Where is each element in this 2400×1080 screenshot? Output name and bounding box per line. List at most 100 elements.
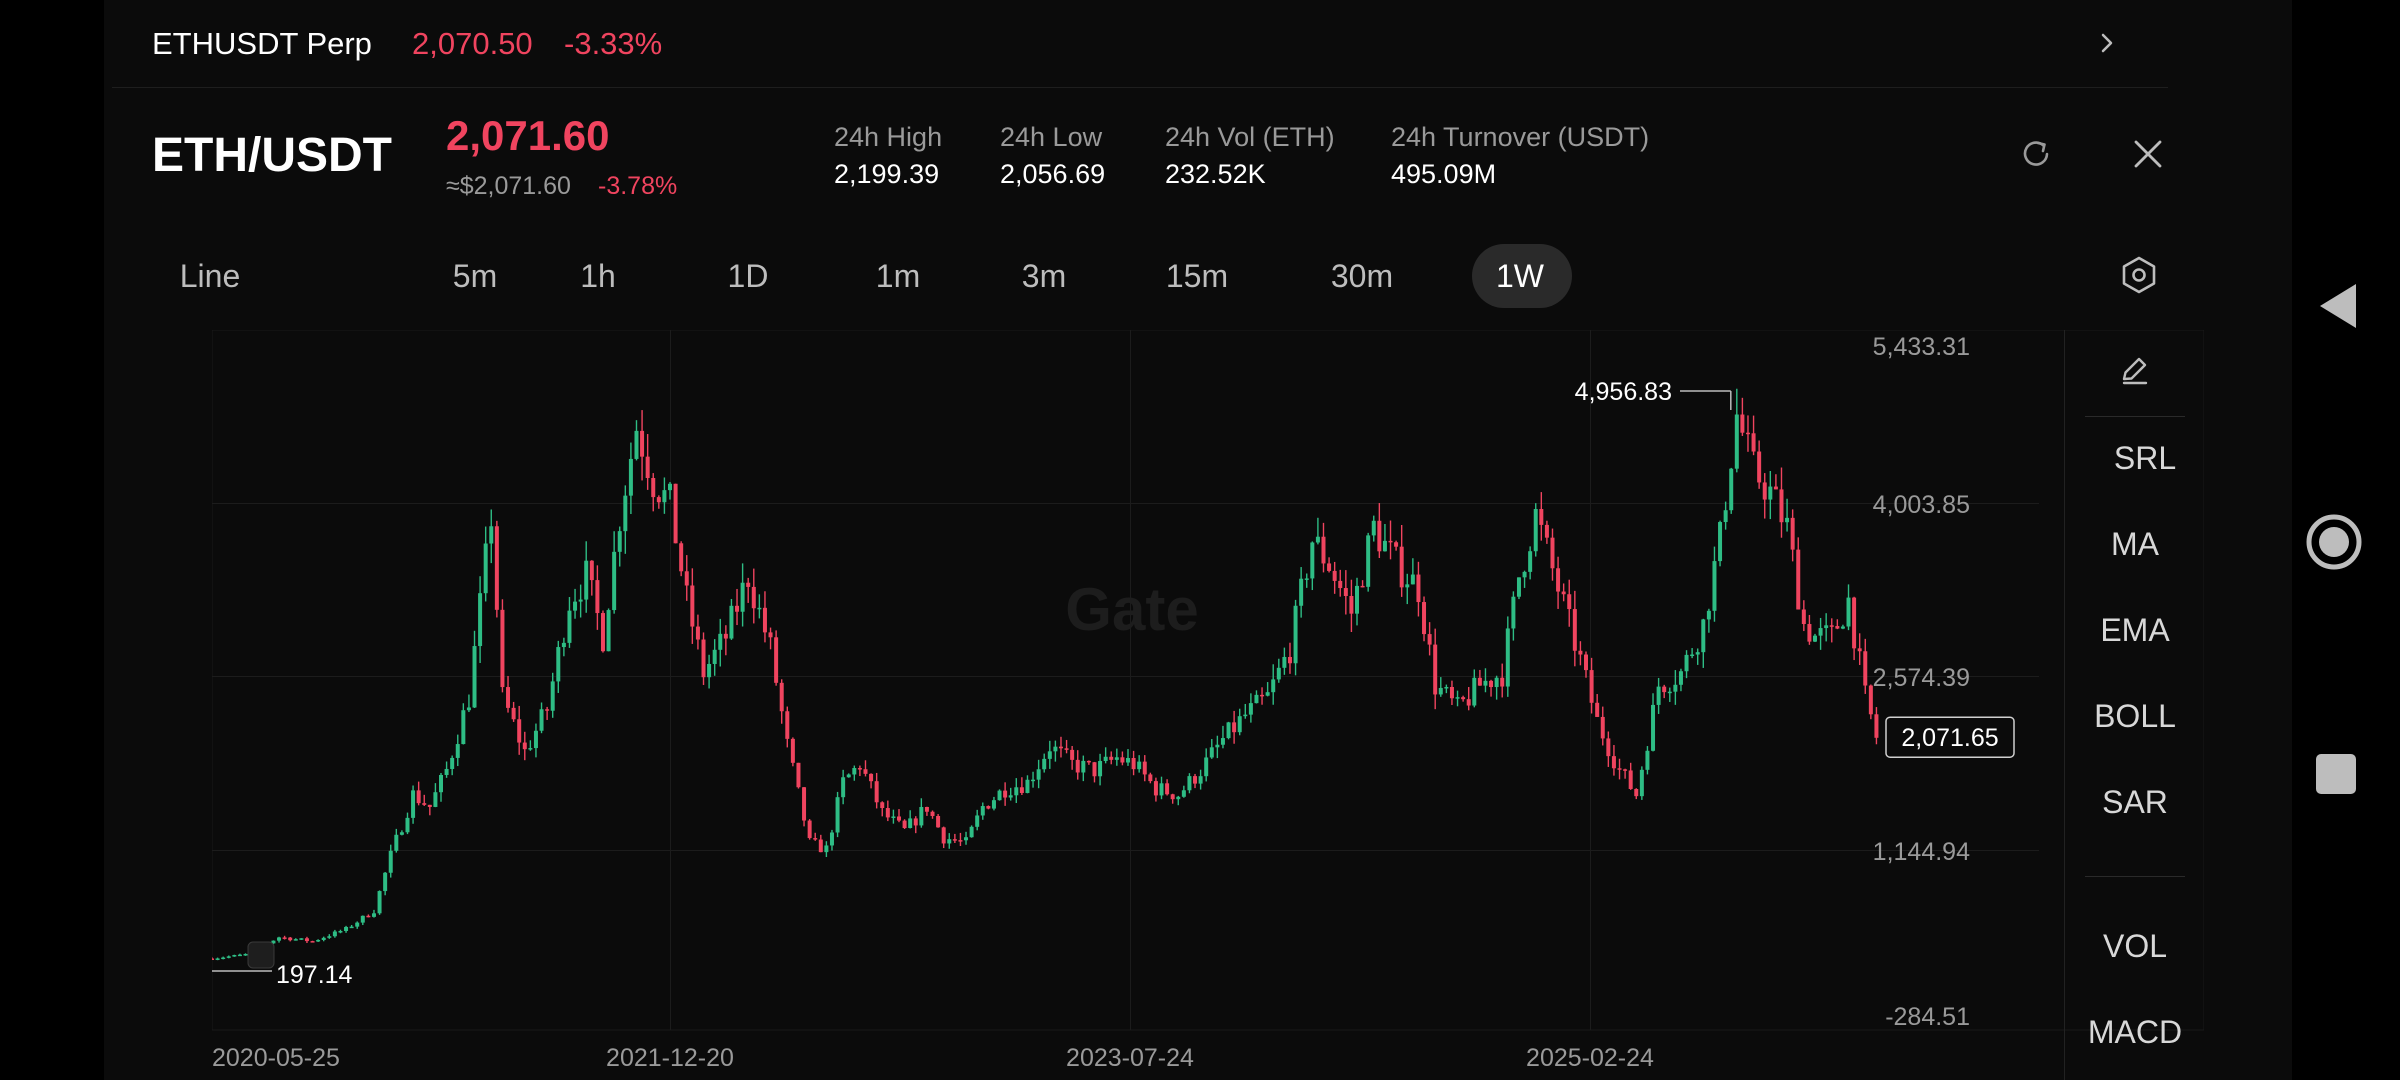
candle-body — [371, 913, 376, 917]
tool-macd[interactable]: MACD — [2087, 1014, 2183, 1050]
tool-sar[interactable]: SAR — [2102, 784, 2168, 820]
candle-body — [221, 957, 226, 960]
candle-body — [735, 605, 740, 612]
candle-body — [377, 891, 382, 914]
y-tick-label: 4,003.85 — [1873, 491, 1970, 519]
candle-body — [1840, 626, 1845, 629]
back-triangle-icon[interactable] — [2314, 280, 2364, 332]
tab-line[interactable]: Line — [179, 258, 241, 294]
watermark: Gate — [1065, 576, 1198, 643]
candle-body — [1500, 677, 1505, 687]
candle-body — [1019, 787, 1024, 793]
candle-body — [556, 647, 561, 682]
candle-body — [1868, 685, 1873, 715]
candle-body — [1220, 738, 1225, 745]
last-price-box — [1885, 716, 2015, 758]
candle-body — [1310, 542, 1315, 579]
candle-body — [1282, 656, 1287, 668]
candle-body — [1690, 654, 1695, 657]
candle-body — [1651, 704, 1656, 751]
tab-15m[interactable]: 15m — [1165, 258, 1229, 294]
candle-body — [1064, 748, 1069, 750]
candle-body — [908, 818, 913, 828]
candle-body — [1695, 652, 1700, 655]
tool-ma[interactable]: MA — [2111, 526, 2159, 562]
candle-body — [835, 797, 840, 833]
tool-ema[interactable]: EMA — [2100, 612, 2170, 648]
tool-srl[interactable]: SRL — [2113, 440, 2177, 476]
candle-body — [1293, 605, 1298, 664]
candle-body — [1572, 609, 1577, 651]
home-circle-icon[interactable] — [2304, 512, 2364, 572]
tab-1m[interactable]: 1m — [875, 258, 921, 294]
candle-body — [1014, 787, 1019, 796]
tab-1w[interactable]: 1W — [1472, 244, 1572, 346]
tab-1h[interactable]: 1h — [580, 258, 616, 294]
perp-ticker-bar[interactable] — [112, 0, 2168, 88]
candle-body — [1544, 524, 1549, 538]
candle-body — [433, 792, 438, 807]
candle-body — [1137, 761, 1142, 770]
candle-body — [360, 915, 365, 923]
candle-body — [1153, 781, 1158, 796]
candle-body — [1466, 699, 1471, 706]
candle-body — [897, 816, 901, 821]
candle-body — [1343, 588, 1348, 597]
candle-body — [1807, 624, 1812, 642]
candle-body — [1522, 571, 1527, 578]
candle-body — [1271, 679, 1276, 693]
candle-body — [863, 769, 868, 774]
candle-body — [1098, 760, 1103, 777]
candle-body — [1170, 794, 1175, 800]
candle-body — [1237, 716, 1242, 733]
candlestick-chart[interactable]: Gate 5,433.31 4,003.85 2,574.39 1,144.94 -28… — [212, 330, 2204, 1080]
tab-30m[interactable]: 30m — [1330, 258, 1394, 294]
candle-body — [215, 958, 220, 960]
candle-body — [1472, 677, 1477, 706]
tool-vol[interactable]: VOL — [2102, 928, 2168, 964]
candle-body — [1355, 585, 1359, 614]
candle-body — [924, 806, 929, 812]
tool-boll[interactable]: BOLL — [2094, 698, 2176, 734]
tab-3m[interactable]: 3m — [1021, 258, 1067, 294]
candle-body — [304, 938, 309, 942]
refresh-icon[interactable] — [2016, 134, 2056, 174]
recent-square-icon[interactable] — [2316, 754, 2356, 794]
candle-body — [355, 922, 360, 927]
price-chart[interactable]: Gate 5,433.31 4,003.85 2,574.39 1,144.94 -28… — [212, 330, 2204, 1080]
candle-body — [1243, 714, 1248, 717]
candle-body — [1299, 578, 1304, 606]
candle-body — [489, 526, 494, 544]
candle-body — [1438, 687, 1443, 695]
stat-label: 24h Vol (ETH) — [1165, 122, 1335, 152]
candle-body — [1070, 749, 1075, 760]
candle-body — [1718, 522, 1723, 562]
close-icon[interactable] — [2128, 134, 2168, 174]
candle-body — [1483, 680, 1488, 686]
candle-body — [310, 941, 315, 943]
indicator-panel: SRL MA EMA BOLL SAR VOL MACD — [2064, 330, 2204, 1080]
candle-body — [936, 816, 941, 828]
candle-body — [1058, 746, 1063, 749]
candle-body — [455, 744, 460, 758]
candle-body — [1723, 510, 1728, 523]
candle-body — [1634, 788, 1639, 797]
tab-5m[interactable]: 5m — [452, 258, 498, 294]
candle-body — [612, 551, 617, 611]
hexagon-settings-icon[interactable] — [2118, 254, 2160, 296]
candle-body — [383, 872, 388, 892]
tab-1d[interactable]: 1D — [727, 258, 769, 294]
candle-body — [332, 931, 337, 937]
candle-body — [595, 580, 600, 614]
pair-price: 2,071.60 — [446, 112, 610, 159]
candle-body — [1114, 757, 1119, 760]
candle-body — [852, 768, 857, 775]
candle-body — [1455, 697, 1460, 699]
chevron-right-icon[interactable] — [2092, 26, 2122, 60]
candle-body — [606, 610, 611, 652]
candle-body — [796, 762, 801, 788]
candle-body — [1254, 694, 1259, 704]
pencil-icon[interactable] — [2115, 350, 2155, 390]
candle-body — [288, 937, 293, 941]
candle-body — [695, 626, 700, 640]
